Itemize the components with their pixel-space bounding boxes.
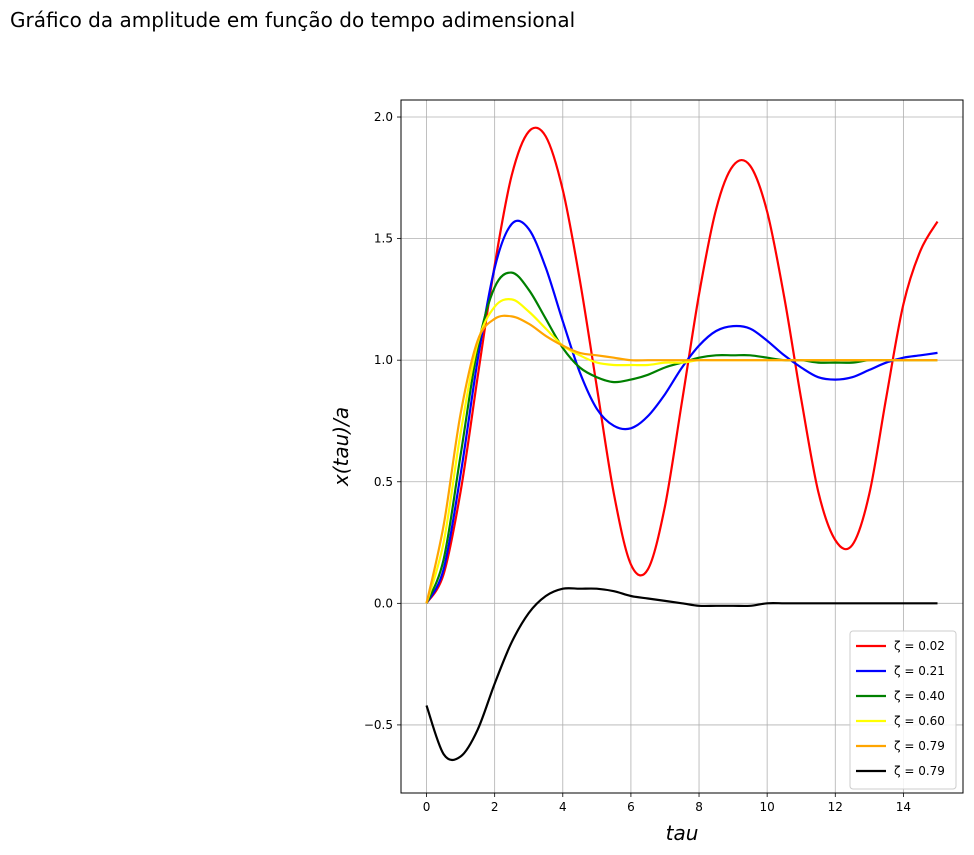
legend-entry-label: ζ = 0.79 [894,739,945,753]
series-line-4 [425,298,938,604]
x-tick-label: 12 [828,800,843,814]
legend-entry-label: ζ = 0.40 [894,689,945,703]
x-tick-label: 6 [627,800,635,814]
x-tick-label: 4 [559,800,567,814]
x-tick-label: 0 [423,800,431,814]
y-axis-label: x(tau)/a [329,407,353,487]
legend: ζ = 0.02 ζ = 0.21 ζ = 0.40 ζ = 0.60 ζ = 0.79… [849,630,957,790]
x-tick-label: 8 [695,800,703,814]
legend-entry-label: ζ = 0.79 [894,764,945,778]
x-tick-label: 10 [760,800,775,814]
y-axis-ticks: −0.5 0.0 0.5 1.0 1.5 2.0 [364,110,401,732]
x-axis-ticks: 0 2 4 6 8 10 12 14 [423,793,911,814]
plot-frame [400,99,964,794]
series-line-2 [425,219,938,604]
y-tick-label: 1.0 [374,353,393,367]
y-tick-label: 0.0 [374,596,393,610]
figure-title: Gráfico da amplitude em função do tempo … [10,8,576,32]
x-tick-label: 14 [896,800,911,814]
series-lines [425,126,939,762]
x-axis-label: tau [666,821,699,845]
legend-entry-label: ζ = 0.21 [894,664,945,678]
y-tick-label: 0.5 [374,475,393,489]
y-tick-label: 1.5 [374,232,393,246]
y-tick-label: 2.0 [374,110,393,124]
x-tick-label: 2 [491,800,499,814]
legend-entry-label: ζ = 0.02 [894,639,945,653]
series-line-1 [425,126,939,604]
series-line-3 [425,271,938,604]
legend-entry-label: ζ = 0.60 [894,714,945,728]
series-line-6 [425,587,938,762]
y-tick-label: −0.5 [364,718,393,732]
series-line-5 [425,314,938,604]
